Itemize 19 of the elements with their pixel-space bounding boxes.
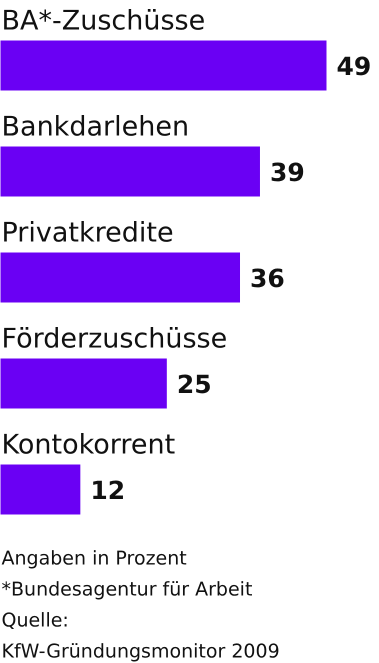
data-label: 49 <box>336 52 372 81</box>
bar <box>0 464 80 514</box>
source-note: Quelle: <box>2 610 69 632</box>
y-tick-label: BA*-Zuschüsse <box>2 6 206 36</box>
data-label: 25 <box>176 370 212 399</box>
y-tick-label: Förderzuschüsse <box>2 324 228 354</box>
data-label: 12 <box>90 476 126 505</box>
bar <box>0 358 167 408</box>
bar <box>0 252 240 302</box>
bar <box>0 40 326 90</box>
y-tick-label: Privatkredite <box>2 218 174 248</box>
y-tick-label: Kontokorrent <box>2 430 176 460</box>
text: KfW-Gründungsmonitor 2009 <box>2 640 280 662</box>
text: Angaben in Prozent <box>2 548 187 570</box>
data-label: 36 <box>250 264 285 293</box>
data-label: 39 <box>270 158 305 187</box>
text: *Bundesagentur für Arbeit <box>2 578 252 600</box>
bar <box>0 146 260 196</box>
y-tick-label: Bankdarlehen <box>2 112 190 142</box>
